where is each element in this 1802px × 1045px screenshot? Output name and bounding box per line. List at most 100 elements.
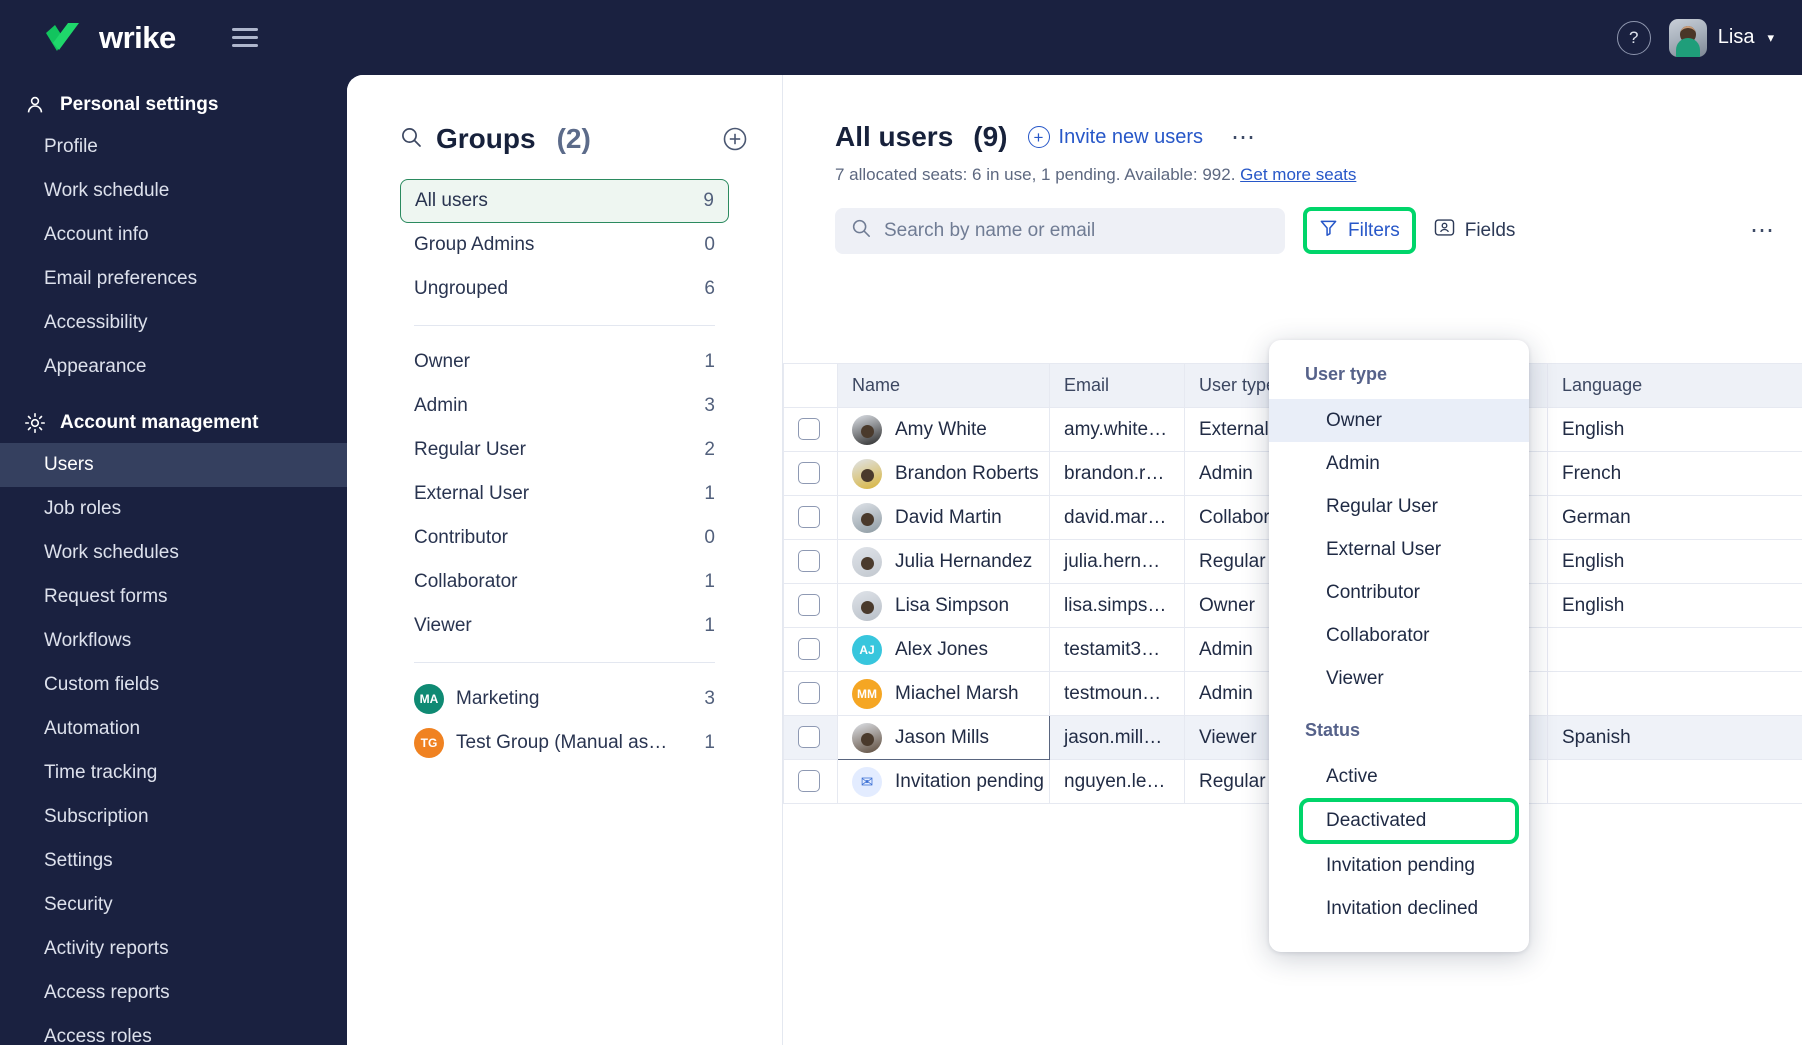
row-checkbox[interactable] bbox=[798, 506, 820, 529]
group-item-admin[interactable]: Admin 3 bbox=[400, 384, 729, 428]
sidebar-item-time-tracking[interactable]: Time tracking bbox=[0, 751, 347, 795]
cell-name[interactable]: ✉ Invitation pending bbox=[837, 759, 1050, 804]
row-checkbox[interactable] bbox=[798, 594, 820, 617]
row-checkbox-cell[interactable] bbox=[783, 627, 838, 672]
sidebar-item-account-info[interactable]: Account info bbox=[0, 213, 347, 257]
sidebar-item-work-schedule[interactable]: Work schedule bbox=[0, 169, 347, 213]
sidebar-section-account-management: Account management bbox=[0, 403, 347, 443]
sidebar-item-workflows[interactable]: Workflows bbox=[0, 619, 347, 663]
cell-name[interactable]: AJ Alex Jones bbox=[837, 627, 1050, 672]
column-email: Email bbox=[1049, 363, 1185, 408]
sidebar-item-subscription[interactable]: Subscription bbox=[0, 795, 347, 839]
row-checkbox-cell[interactable] bbox=[783, 539, 838, 584]
sidebar-item-custom-fields[interactable]: Custom fields bbox=[0, 663, 347, 707]
group-label: Marketing bbox=[456, 688, 540, 709]
group-item-external-user[interactable]: External User 1 bbox=[400, 472, 729, 516]
group-item-group-admins[interactable]: Group Admins 0 bbox=[400, 223, 729, 267]
filter-option-admin[interactable]: Admin bbox=[1269, 442, 1529, 485]
user-name: Invitation pending bbox=[895, 770, 1044, 792]
sidebar-item-appearance[interactable]: Appearance bbox=[0, 345, 347, 389]
filter-option-external-user[interactable]: External User bbox=[1269, 528, 1529, 571]
search-input[interactable]: Search by name or email bbox=[835, 207, 1285, 254]
sidebar-item-profile[interactable]: Profile bbox=[0, 125, 347, 169]
filter-option-invitation-declined[interactable]: Invitation declined bbox=[1269, 887, 1529, 930]
get-more-seats-link[interactable]: Get more seats bbox=[1240, 165, 1357, 184]
row-checkbox-cell[interactable] bbox=[783, 407, 838, 452]
row-checkbox-cell[interactable] bbox=[783, 583, 838, 628]
row-checkbox[interactable] bbox=[798, 418, 820, 441]
row-checkbox-cell[interactable] bbox=[783, 495, 838, 540]
invite-new-users-button[interactable]: + Invite new users bbox=[1027, 126, 1203, 149]
group-item-marketing[interactable]: MA Marketing 3 bbox=[400, 677, 729, 721]
search-icon[interactable] bbox=[400, 126, 422, 153]
filter-option-contributor[interactable]: Contributor bbox=[1269, 571, 1529, 614]
cell-name[interactable]: David Martin bbox=[837, 495, 1050, 540]
sidebar-item-request-forms[interactable]: Request forms bbox=[0, 575, 347, 619]
table-row[interactable]: David Martin david.martin… Collaborato Germ… bbox=[783, 495, 1802, 540]
cell-name[interactable]: Jason Mills bbox=[837, 715, 1050, 760]
row-checkbox[interactable] bbox=[798, 770, 820, 793]
sidebar-item-label: Work schedules bbox=[44, 542, 179, 563]
group-item-regular-user[interactable]: Regular User 2 bbox=[400, 428, 729, 472]
row-checkbox[interactable] bbox=[798, 638, 820, 661]
filter-option-active[interactable]: Active bbox=[1269, 755, 1529, 798]
group-item-contributor[interactable]: Contributor 0 bbox=[400, 516, 729, 560]
seats-info: 7 allocated seats: 6 in use, 1 pending. … bbox=[783, 153, 1802, 185]
row-checkbox[interactable] bbox=[798, 550, 820, 573]
group-item-test-group-manual-as[interactable]: TG Test Group (Manual as… 1 bbox=[400, 721, 729, 765]
filter-option-deactivated[interactable]: Deactivated bbox=[1299, 798, 1519, 844]
filter-option-owner[interactable]: Owner bbox=[1269, 399, 1529, 442]
sidebar-item-work-schedules[interactable]: Work schedules bbox=[0, 531, 347, 575]
group-item-ungrouped[interactable]: Ungrouped 6 bbox=[400, 267, 729, 311]
chevron-down-icon: ▾ bbox=[1767, 29, 1774, 45]
sidebar-item-users[interactable]: Users bbox=[0, 443, 347, 487]
row-checkbox[interactable] bbox=[798, 462, 820, 485]
group-label: External User bbox=[414, 483, 530, 504]
help-question-icon[interactable]: ? bbox=[1616, 20, 1651, 55]
group-item-all-users[interactable]: All users 9 bbox=[400, 179, 729, 223]
row-checkbox[interactable] bbox=[798, 726, 820, 749]
sidebar-item-automation[interactable]: Automation bbox=[0, 707, 347, 751]
cell-name[interactable]: Amy White bbox=[837, 407, 1050, 452]
group-item-owner[interactable]: Owner 1 bbox=[400, 340, 729, 384]
sidebar-item-security[interactable]: Security bbox=[0, 883, 347, 927]
user-email: brandon.robe… bbox=[1064, 462, 1185, 484]
filter-option-collaborator[interactable]: Collaborator bbox=[1269, 614, 1529, 657]
table-options-ellipsis-icon[interactable]: ⋯ bbox=[1750, 217, 1776, 244]
select-all-column[interactable] bbox=[783, 363, 838, 408]
wrike-logo[interactable]: wrike bbox=[44, 20, 176, 56]
sidebar-item-activity-reports[interactable]: Activity reports bbox=[0, 927, 347, 971]
filter-option-viewer[interactable]: Viewer bbox=[1269, 657, 1529, 700]
row-checkbox-cell[interactable] bbox=[783, 759, 838, 804]
sidebar-item-settings[interactable]: Settings bbox=[0, 839, 347, 883]
plus-circle-icon[interactable] bbox=[722, 126, 748, 152]
sidebar-item-job-roles[interactable]: Job roles bbox=[0, 487, 347, 531]
group-item-viewer[interactable]: Viewer 1 bbox=[400, 604, 729, 648]
filter-option-invitation-pending[interactable]: Invitation pending bbox=[1269, 844, 1529, 887]
sidebar-item-accessibility[interactable]: Accessibility bbox=[0, 301, 347, 345]
filter-group-label: Status bbox=[1305, 720, 1361, 740]
sidebar-item-email-preferences[interactable]: Email preferences bbox=[0, 257, 347, 301]
row-checkbox-cell[interactable] bbox=[783, 451, 838, 496]
sidebar-item-label: Automation bbox=[44, 718, 141, 739]
sidebar-item-access-roles[interactable]: Access roles bbox=[0, 1015, 347, 1045]
row-checkbox-cell[interactable] bbox=[783, 715, 838, 760]
hamburger-menu-icon[interactable] bbox=[231, 28, 258, 47]
filters-button[interactable]: Filters bbox=[1303, 207, 1416, 254]
table-row[interactable]: Brandon Roberts brandon.robe… Admin French bbox=[783, 451, 1802, 496]
sidebar-item-label: Request forms bbox=[44, 586, 168, 607]
group-item-collaborator[interactable]: Collaborator 1 bbox=[400, 560, 729, 604]
row-checkbox[interactable] bbox=[798, 682, 820, 705]
users-header-ellipsis-icon[interactable]: ⋯ bbox=[1231, 123, 1258, 151]
cell-name[interactable]: Lisa Simpson bbox=[837, 583, 1050, 628]
row-checkbox-cell[interactable] bbox=[783, 671, 838, 716]
cell-name[interactable]: Brandon Roberts bbox=[837, 451, 1050, 496]
cell-name[interactable]: Julia Hernandez bbox=[837, 539, 1050, 584]
fields-button[interactable]: Fields bbox=[1434, 218, 1515, 243]
user-menu[interactable]: Lisa ▾ bbox=[1668, 18, 1774, 57]
filter-option-regular-user[interactable]: Regular User bbox=[1269, 485, 1529, 528]
group-initials: TG bbox=[420, 736, 438, 750]
filter-option-label: Invitation pending bbox=[1326, 854, 1475, 876]
cell-name[interactable]: MM Miachel Marsh bbox=[837, 671, 1050, 716]
sidebar-item-access-reports[interactable]: Access reports bbox=[0, 971, 347, 1015]
